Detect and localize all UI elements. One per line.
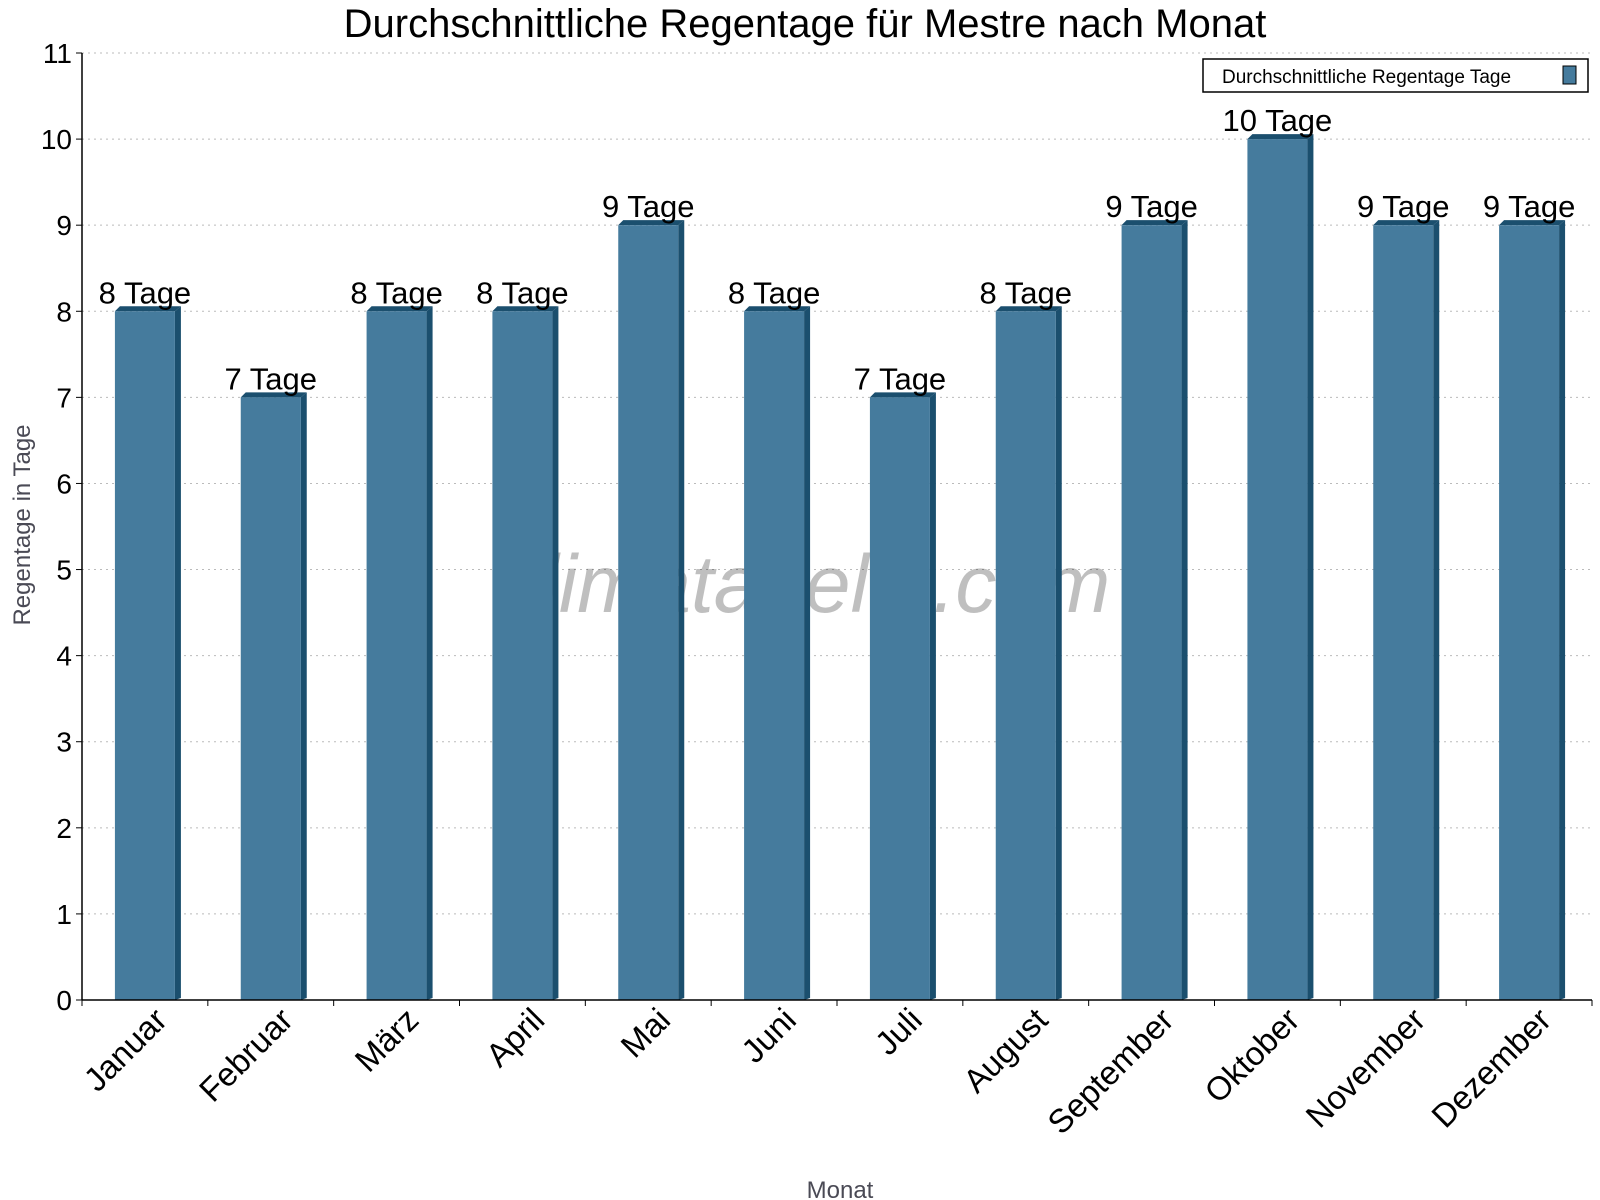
bar-side [300, 392, 307, 1000]
x-tick-label: Januar [76, 1001, 174, 1099]
bar-side [426, 306, 433, 1001]
bar-side [1055, 306, 1062, 1001]
bar-side [1433, 220, 1440, 1000]
bar-group: 9 Tage [1357, 189, 1450, 1000]
bar-side [1559, 220, 1566, 1000]
data-label: 9 Tage [1105, 189, 1198, 224]
x-tick-label: Juni [734, 1001, 803, 1070]
bar-side [804, 306, 811, 1001]
bar-side [1181, 220, 1188, 1000]
x-axis-label: Monat [807, 1177, 874, 1200]
y-tick-label: 2 [56, 813, 72, 844]
bar-top [744, 306, 811, 312]
bar [1247, 139, 1308, 1000]
bar-top [1247, 134, 1314, 140]
x-tick-label: Mai [613, 1001, 677, 1065]
grid [82, 52, 1592, 915]
x-tick-label: September [1040, 1001, 1180, 1141]
bar [995, 311, 1056, 1001]
data-label: 8 Tage [476, 275, 569, 310]
bar-side [1307, 134, 1314, 1000]
x-tick-label: Juli [868, 1001, 929, 1062]
x-tick-label: Dezember [1424, 1001, 1558, 1135]
bar-top [1499, 220, 1566, 226]
data-label: 8 Tage [728, 275, 821, 310]
y-tick-label: 0 [56, 985, 72, 1016]
y-tick-label: 7 [56, 382, 72, 413]
data-label: 9 Tage [1483, 189, 1576, 224]
x-tick-label: Februar [192, 1001, 300, 1109]
bars: 8 Tage 7 Tage 8 Tage 8 Tage 9 Tage 8 Tage 7 Ta… [99, 103, 1576, 1001]
bar-top [114, 306, 181, 312]
x-tick-label: Oktober [1197, 1001, 1306, 1110]
y-tick-label: 9 [56, 210, 72, 241]
legend-box [1202, 58, 1589, 93]
bar-group: 7 Tage [224, 361, 317, 1000]
bar [1373, 225, 1434, 1000]
y-tick-label: 1 [56, 899, 72, 930]
legend-swatch [1562, 65, 1577, 85]
bar-side [552, 306, 559, 1001]
x-tick-label: April [479, 1001, 552, 1074]
bar [114, 311, 175, 1001]
bar-top [618, 220, 685, 226]
bar-top [240, 392, 307, 398]
data-label: 7 Tage [224, 361, 317, 396]
bar-group: 8 Tage [99, 275, 192, 1001]
bar-side [929, 392, 936, 1000]
data-label: 8 Tage [979, 275, 1072, 310]
y-tick-label: 3 [56, 727, 72, 758]
bar [240, 397, 301, 1000]
data-label: 8 Tage [350, 275, 443, 310]
bar-group: 9 Tage [1483, 189, 1576, 1000]
y-tick-label: 10 [41, 124, 72, 155]
bar-group: 10 Tage [1223, 103, 1333, 1000]
bar-side [678, 220, 685, 1000]
y-tick-label: 11 [43, 38, 72, 69]
legend: Durchschnittliche Regentage Tage [1202, 58, 1589, 93]
bar-side [174, 306, 181, 1001]
bar [1121, 225, 1182, 1000]
bar-group: 7 Tage [854, 361, 947, 1000]
bar-group: 8 Tage [979, 275, 1072, 1001]
y-tick-label: 4 [56, 641, 72, 672]
bar-group: 9 Tage [602, 189, 695, 1000]
bar [744, 311, 805, 1001]
chart-title: Durchschnittliche Regentage für Mestre n… [344, 2, 1267, 46]
bar [366, 311, 427, 1001]
x-tick-label: November [1298, 1001, 1432, 1135]
data-label: 9 Tage [602, 189, 695, 224]
y-tick-label: 6 [56, 468, 72, 499]
data-label: 10 Tage [1223, 103, 1333, 138]
bar-group: 9 Tage [1105, 189, 1198, 1000]
bar-group: 8 Tage [350, 275, 443, 1001]
data-label: 7 Tage [854, 361, 947, 396]
bar-group: 8 Tage [476, 275, 569, 1001]
bar-group: 8 Tage [728, 275, 821, 1001]
data-label: 9 Tage [1357, 189, 1450, 224]
bar-top [492, 306, 559, 312]
bar-top [366, 306, 433, 312]
bar-top [1121, 220, 1188, 226]
bar [1499, 225, 1560, 1000]
legend-label: Durchschnittliche Regentage Tage [1222, 67, 1511, 88]
bar [618, 225, 679, 1000]
y-tick-label: 5 [56, 555, 72, 586]
bar [492, 311, 553, 1001]
bar [869, 397, 930, 1000]
x-tick-label: März [348, 1001, 426, 1079]
bar-top [1373, 220, 1440, 226]
y-axis-label: Regentage in Tage [9, 424, 36, 625]
bar-top [995, 306, 1062, 312]
x-tick-label: August [956, 1001, 1055, 1100]
bar-top [869, 392, 936, 398]
y-tick-label: 8 [56, 296, 72, 327]
data-label: 8 Tage [99, 275, 192, 310]
